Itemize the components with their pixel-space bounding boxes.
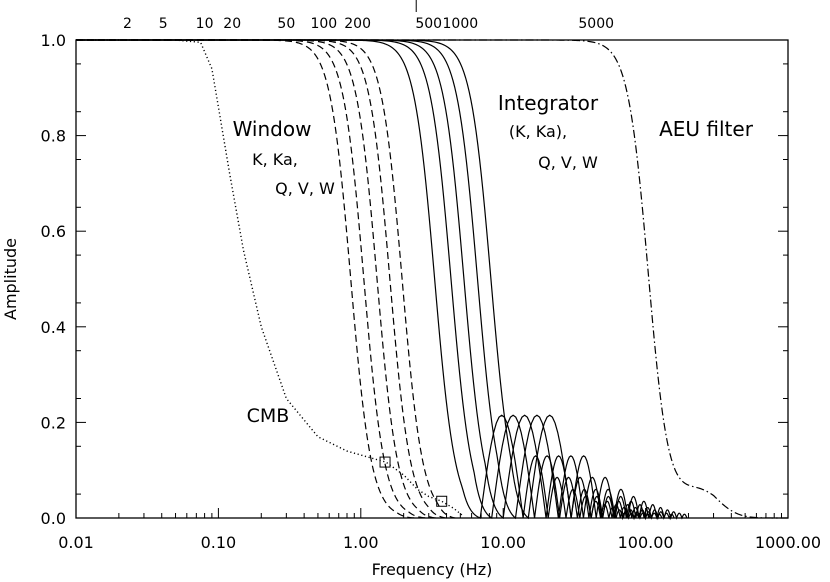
y-tick-label: 0.0 [41,509,66,528]
annotation-integrator: Integrator [498,91,599,115]
curve-window-5 [76,39,456,519]
curve-window-3 [76,39,437,519]
top-tick-label: 5000 [578,16,614,32]
top-tick-label: 20 [223,16,241,32]
curves-layer [76,39,788,521]
top-tick-label: 2 [123,16,132,32]
top-tick-label: 5 [159,16,168,32]
x-tick-label: 0.01 [58,533,94,552]
axes-layer [75,0,789,519]
y-tick-label: 0.6 [41,222,66,241]
top-tick-label: 50 [277,16,295,32]
y-tick-label: 0.8 [41,127,66,146]
top-tick-label: 1000 [443,16,479,32]
curve-window-2 [76,39,427,519]
annotation-integrator-line3: Q, V, W [538,153,598,172]
annotation-window-line3: Q, V, W [275,179,335,198]
cmb-marker-0 [379,456,391,468]
curve-window-4 [76,39,447,519]
x-tick-label: 1000.00 [755,533,821,552]
x-axis-title: Frequency (Hz) [372,560,493,579]
x-tick-label: 0.10 [201,533,237,552]
annotation-cmb: CMB [247,405,290,427]
plot-frame [75,39,789,519]
y-tick-label: 0.2 [41,413,66,432]
curve-cmb-0 [76,39,464,517]
top-tick-label: 100 [310,16,337,32]
x-tick-label: 1.00 [343,533,379,552]
top-tick-label: 10 [196,16,214,32]
labels-layer: 0.0 0.2 0.4 0.6 0.8 1.0 0.01 0.10 1.00 10.00 100.0… [1,16,821,579]
annotation-aeu-filter: AEU filter [659,117,754,141]
x-tick-label: 10.00 [480,533,526,552]
y-axis-title: Amplitude [1,238,20,320]
annotation-integrator-line2: (K, Ka), [509,122,567,141]
annotation-window: Window [233,117,312,141]
top-tick-label: 500 [415,16,442,32]
top-tick-label: 200 [344,16,371,32]
y-tick-label: 0.4 [41,318,66,337]
x-tick-label: 100.00 [618,533,674,552]
curve-aeu-11 [76,39,788,519]
y-tick-label: 1.0 [41,31,66,50]
annotation-window-line2: K, Ka, [252,150,298,169]
